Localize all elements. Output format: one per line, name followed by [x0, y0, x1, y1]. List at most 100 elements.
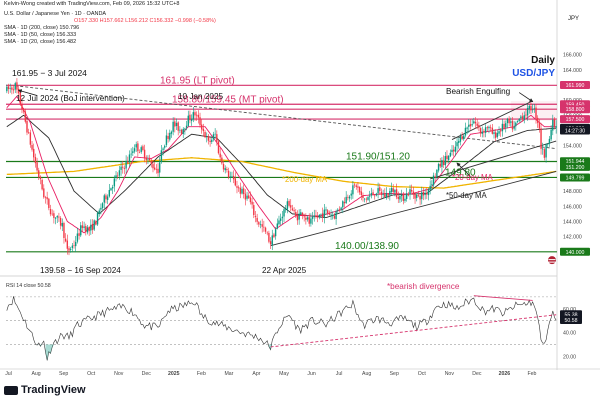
candle-body — [279, 218, 282, 221]
candle-body — [212, 134, 215, 140]
candle-body — [177, 122, 179, 131]
rsi-tag-bg — [560, 316, 582, 325]
candle-body — [452, 149, 455, 152]
candle-body — [491, 127, 494, 134]
candle-body — [335, 211, 337, 219]
candle-body — [80, 225, 82, 236]
candle-body — [326, 210, 329, 214]
candle-body — [290, 205, 292, 208]
candle-body — [459, 136, 462, 142]
candle-body — [397, 197, 399, 199]
candle-body — [454, 146, 457, 152]
candle-body — [456, 142, 458, 147]
candle-body — [19, 92, 21, 104]
bearish-engulfing-zone — [510, 100, 557, 121]
candle-body — [199, 117, 201, 126]
candle-body — [246, 195, 248, 199]
time-tick-label: Nov — [445, 371, 455, 377]
created-by-text: Kelvin-Wong created with TradingView.com… — [4, 1, 180, 7]
candle-body — [332, 215, 334, 216]
price-tag-label: 161.990 — [566, 83, 585, 89]
candle-body — [206, 136, 208, 138]
candle-body — [547, 144, 549, 145]
candle-body — [444, 156, 446, 166]
candle-body — [38, 170, 40, 178]
candle-body — [293, 210, 295, 212]
time-tick-label: May — [279, 371, 289, 377]
bearish-engulfing-arrow — [518, 92, 534, 103]
candle-body — [216, 134, 218, 142]
candle-body — [75, 241, 77, 247]
candle-body — [103, 195, 105, 203]
candle-body — [190, 119, 193, 122]
candle-body — [360, 191, 362, 196]
candle-body — [333, 215, 336, 219]
candle-body — [380, 191, 383, 196]
tradingview-logo-text: TradingView — [21, 384, 86, 396]
sma50-line — [6, 114, 557, 219]
candle-body — [237, 187, 240, 189]
candle-body — [439, 163, 441, 167]
candle-body — [382, 193, 384, 195]
candle-body — [201, 124, 203, 130]
candle-body — [63, 222, 65, 238]
candle-body — [95, 221, 97, 225]
price-tag-bg — [560, 126, 590, 135]
candle-body — [422, 191, 425, 196]
candle-body — [56, 216, 58, 218]
time-tick-label: Sep — [390, 371, 399, 377]
candle-body — [96, 212, 99, 225]
candle-body — [416, 194, 418, 198]
candle-body — [174, 121, 176, 127]
candle-body — [426, 192, 428, 195]
candle-body — [31, 145, 33, 150]
candle-body — [449, 152, 452, 157]
candle-body — [414, 193, 416, 199]
candle-body — [288, 200, 290, 206]
candle-body — [130, 153, 132, 155]
candle-body — [535, 107, 537, 119]
price-tag-bg — [560, 173, 590, 182]
candle-body — [458, 141, 460, 143]
candle-body — [464, 127, 467, 136]
candle-body — [310, 218, 312, 224]
candle-body — [261, 224, 263, 227]
candle-body — [254, 215, 257, 218]
time-tick-label: Aug — [31, 371, 40, 377]
candles-group — [6, 78, 557, 256]
candle-body — [125, 161, 127, 169]
candle-body — [180, 129, 183, 134]
candle-body — [217, 141, 220, 154]
candle-body — [68, 248, 70, 251]
rsi-tick-label: 20.00 — [563, 354, 576, 360]
candle-body — [498, 131, 500, 134]
candle-body — [184, 128, 186, 130]
candle-body — [506, 118, 509, 124]
candle-body — [431, 184, 433, 186]
candle-body — [195, 114, 198, 116]
candle-body — [531, 109, 534, 111]
candle-body — [14, 83, 16, 90]
candle-body — [368, 195, 371, 197]
candle-body — [308, 217, 310, 224]
candle-body — [51, 213, 53, 215]
candle-body — [194, 112, 196, 116]
sma20-legend: SMA · 1D (20, close) 156.482 — [4, 39, 77, 45]
candle-body — [268, 232, 270, 242]
candle-body — [209, 140, 211, 143]
candle-body — [189, 114, 191, 121]
rsi-tick-label: 60.00 — [563, 307, 576, 313]
candle-body — [419, 195, 421, 200]
candle-body — [446, 155, 448, 160]
candle-body — [106, 196, 109, 200]
candle-body — [286, 201, 289, 210]
candle-body — [316, 216, 319, 218]
candle-body — [264, 227, 267, 232]
channel-lower-line — [430, 140, 557, 180]
price-tag-bg — [560, 162, 590, 171]
price-tick-label: 148.000 — [563, 189, 582, 195]
candle-body — [137, 143, 139, 152]
candle-body — [427, 189, 430, 196]
support-140-label: 140.00/138.90 — [335, 241, 399, 252]
